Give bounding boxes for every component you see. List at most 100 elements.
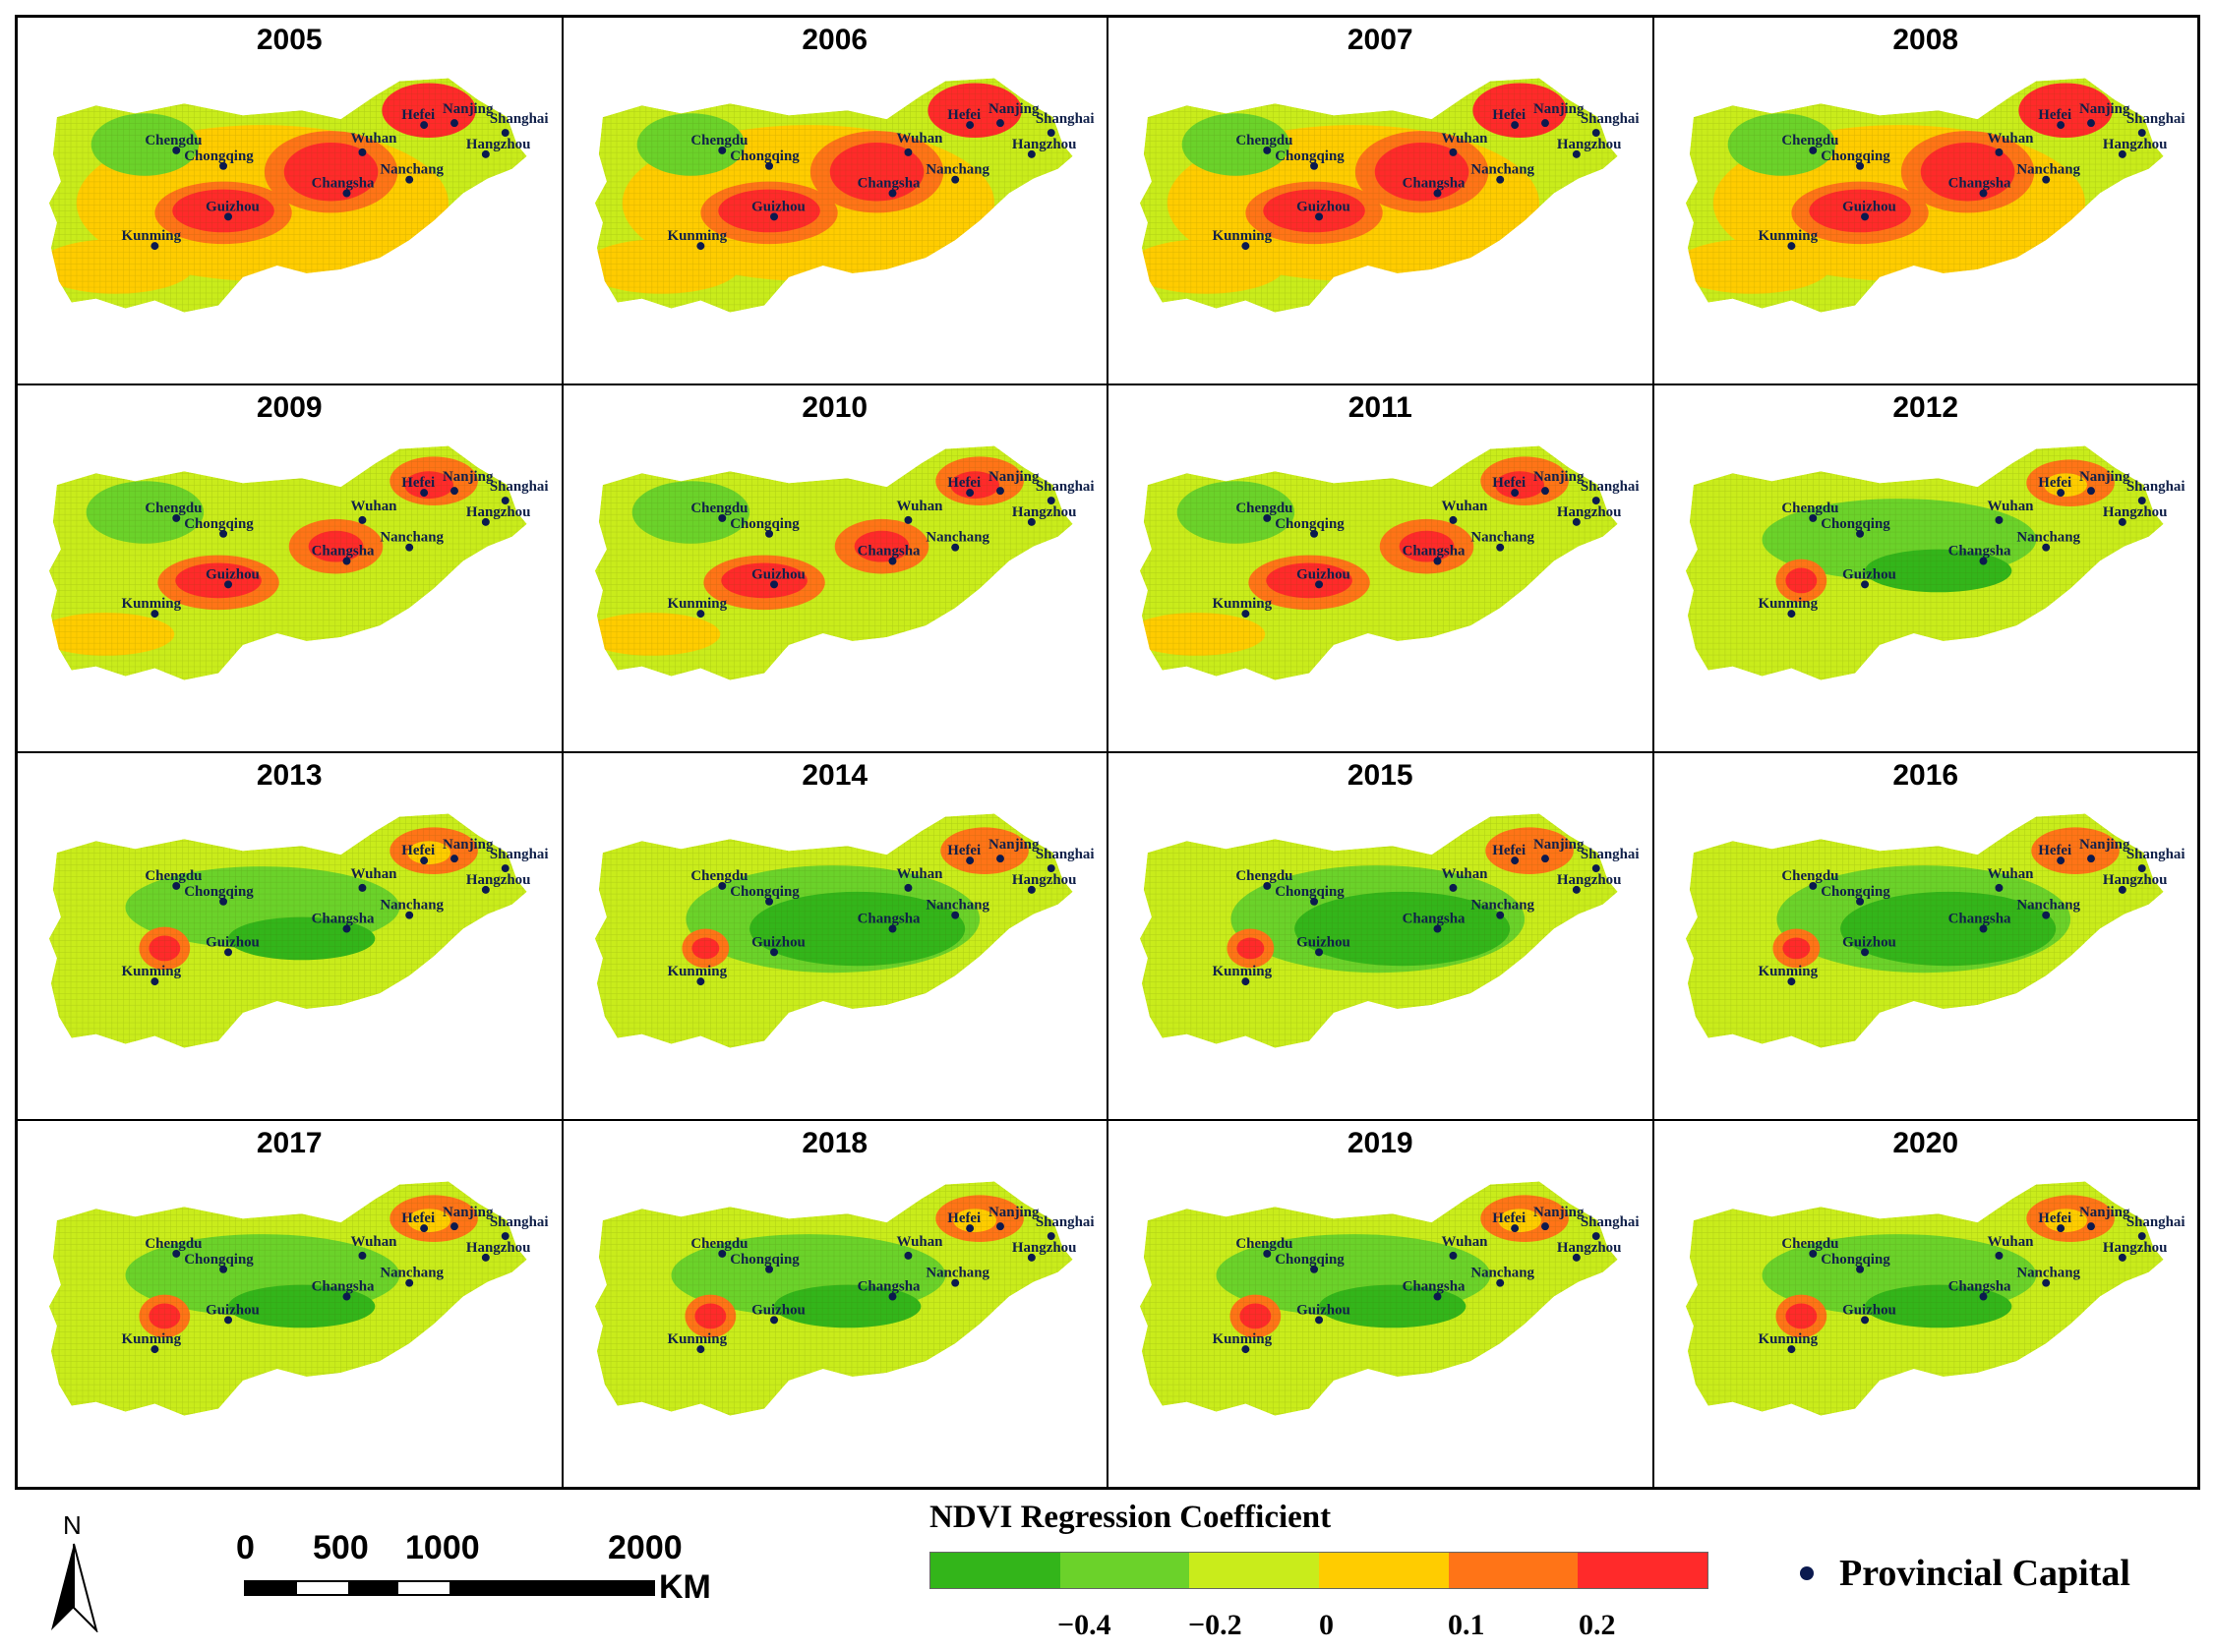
- grid-hatch: [48, 1181, 527, 1416]
- city-label-wuhan: Wuhan: [1441, 1234, 1488, 1250]
- scale-bar-segments: [244, 1580, 655, 1596]
- city-label-shanghai: Shanghai: [490, 847, 549, 862]
- capital-dot-chengdu: [1263, 146, 1272, 154]
- capital-dot-wuhan: [358, 515, 367, 524]
- city-label-nanchang: Nanchang: [1470, 1266, 1534, 1281]
- capital-dot-nanchang: [950, 1278, 959, 1287]
- city-label-nanjing: Nanjing: [1533, 1205, 1585, 1220]
- capital-dot-hefei: [1511, 489, 1520, 498]
- capital-dot-shanghai: [2137, 129, 2146, 138]
- city-label-kunming: Kunming: [667, 596, 727, 612]
- city-label-hefei: Hefei: [947, 107, 981, 123]
- capital-dot-hangzhou: [1027, 517, 1036, 526]
- capital-dot-wuhan: [1449, 148, 1458, 156]
- capital-dot-nanchang: [1496, 1278, 1505, 1287]
- panel-year: 2010: [802, 391, 868, 424]
- grid-hatch: [594, 1181, 1073, 1416]
- city-label-wuhan: Wuhan: [896, 131, 943, 147]
- capital-dot-changsha: [342, 1292, 351, 1301]
- capital-dot-changsha: [1979, 189, 1987, 198]
- capital-dot-chongqing: [764, 897, 773, 906]
- capital-dot-hefei: [2056, 121, 2065, 130]
- scale-bar: 0 500 1000 2000 KM: [236, 1529, 748, 1637]
- map-panel-2020: Chengdu Chongqing Guizhou Kunming Wuhan Chang…: [1652, 1120, 2198, 1488]
- city-label-hefei: Hefei: [1492, 843, 1526, 858]
- capital-dot-wuhan: [1449, 883, 1458, 892]
- city-label-shanghai: Shanghai: [1581, 847, 1640, 862]
- city-label-nanchang: Nanchang: [380, 530, 444, 546]
- capital-dot-wuhan: [358, 1251, 367, 1260]
- city-label-chengdu: Chengdu: [690, 868, 748, 884]
- legend-tick-02: 0.2: [1579, 1609, 1616, 1641]
- capital-dot-nanjing: [450, 1222, 458, 1231]
- city-label-hefei: Hefei: [947, 1210, 981, 1226]
- city-label-kunming: Kunming: [1213, 964, 1273, 979]
- grid-hatch: [594, 78, 1073, 313]
- capital-dot-wuhan: [1994, 148, 2003, 156]
- city-label-guizhou: Guizhou: [1296, 566, 1350, 582]
- capital-dot-nanjing: [450, 119, 458, 128]
- capital-dot-kunming: [150, 610, 159, 619]
- city-label-hangzhou: Hangzhou: [1011, 1240, 1075, 1256]
- capital-dot-nanjing: [450, 855, 458, 863]
- grid-hatch: [1685, 445, 2164, 680]
- city-label-hefei: Hefei: [947, 475, 981, 491]
- city-label-hefei: Hefei: [2038, 107, 2071, 123]
- capital-dot-changsha: [1433, 557, 1442, 565]
- capital-dot-changsha: [1979, 1292, 1987, 1301]
- capital-dot-guizhou: [1860, 212, 1869, 221]
- city-label-nanchang: Nanchang: [2016, 530, 2080, 546]
- city-label-hefei: Hefei: [2038, 475, 2071, 491]
- capital-dot-hangzhou: [1572, 1253, 1581, 1262]
- city-label-shanghai: Shanghai: [490, 1214, 549, 1230]
- capital-dot-changsha: [342, 189, 351, 198]
- city-label-kunming: Kunming: [122, 1331, 182, 1347]
- capital-dot-changsha: [342, 557, 351, 565]
- city-label-guizhou: Guizhou: [751, 566, 806, 582]
- map-panel-2011: Chengdu Chongqing Guizhou Kunming Wuhan Chang…: [1108, 384, 1653, 752]
- panel-year: 2017: [256, 1127, 323, 1159]
- capital-dot-nanchang: [2041, 1278, 2050, 1287]
- city-label-nanchang: Nanchang: [2016, 898, 2080, 914]
- legend-swatch-3: [1319, 1553, 1449, 1588]
- city-label-guizhou: Guizhou: [1296, 1302, 1350, 1318]
- scale-units: KM: [659, 1568, 711, 1606]
- capital-dot-hangzhou: [2118, 517, 2126, 526]
- panel-year: 2011: [1347, 391, 1412, 424]
- capital-dot-chongqing: [1855, 897, 1864, 906]
- city-label-chongqing: Chongqing: [1275, 516, 1345, 532]
- capital-dot-chongqing: [1310, 897, 1319, 906]
- capital-dot-chengdu: [172, 1249, 181, 1258]
- capital-dot-shanghai: [1047, 497, 1055, 505]
- city-label-nanchang: Nanchang: [2016, 1266, 2080, 1281]
- capital-dot-kunming: [150, 1345, 159, 1354]
- capital-dot-nanchang: [405, 911, 414, 919]
- capital-dot-shanghai: [2137, 864, 2146, 873]
- capital-dot-guizhou: [224, 948, 233, 957]
- legend-swatch-2: [1189, 1553, 1320, 1588]
- city-label-chengdu: Chengdu: [690, 1236, 748, 1252]
- capital-dot-shanghai: [1591, 497, 1600, 505]
- city-label-guizhou: Guizhou: [751, 1302, 806, 1318]
- legend-tick-neg04: −0.4: [1057, 1609, 1111, 1641]
- capital-dot-changsha: [888, 557, 896, 565]
- panel-year: 2013: [256, 759, 323, 792]
- city-label-changsha: Changsha: [1403, 176, 1466, 192]
- capital-dot-guizhou: [769, 580, 778, 589]
- capital-dot-changsha: [342, 924, 351, 933]
- city-label-wuhan: Wuhan: [1987, 131, 2034, 147]
- panel-year: 2020: [1892, 1127, 1959, 1159]
- capital-dot-kunming: [1786, 610, 1795, 619]
- map-panel-2005: Chengdu Chongqing Guizhou Kunming Wuhan Chang…: [17, 17, 563, 384]
- capital-dot-wuhan: [903, 148, 912, 156]
- city-label-nanchang: Nanchang: [1470, 530, 1534, 546]
- city-label-nanjing: Nanjing: [1533, 101, 1585, 117]
- city-label-hangzhou: Hangzhou: [2102, 1240, 2166, 1256]
- capital-dot-hefei: [2056, 1224, 2065, 1233]
- capital-dot-guizhou: [1315, 212, 1324, 221]
- capital-dot-shanghai: [501, 1232, 509, 1241]
